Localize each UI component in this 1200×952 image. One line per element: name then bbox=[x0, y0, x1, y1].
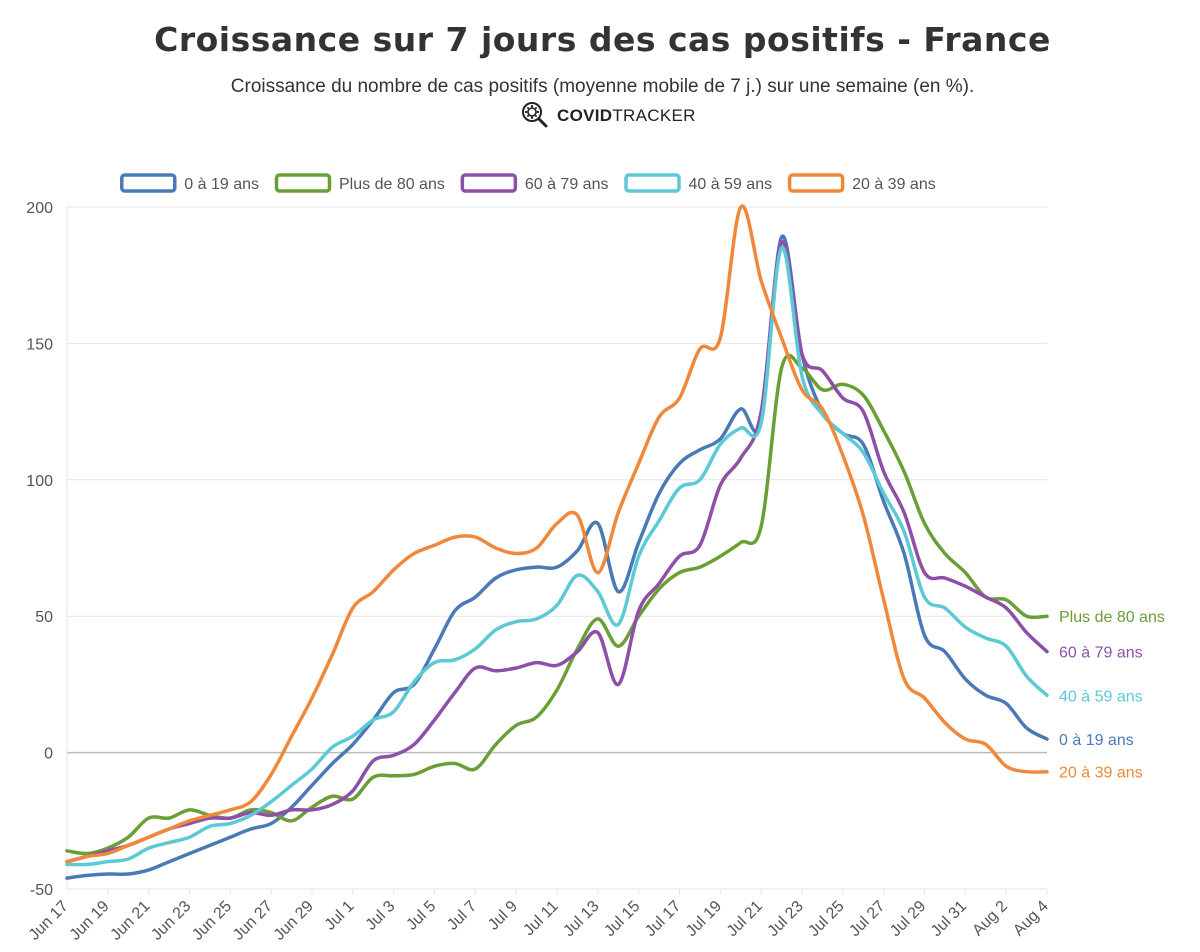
virus-magnifier-icon bbox=[519, 99, 549, 134]
x-tick-label: Jun 23 bbox=[148, 898, 194, 944]
legend-label-60-a-79-ans: 60 à 79 ans bbox=[525, 176, 609, 193]
x-tick-label: Jul 17 bbox=[642, 898, 684, 940]
series-line-20-a-39-ans bbox=[65, 204, 1049, 864]
y-tick-label: 150 bbox=[26, 336, 53, 353]
chart-subtitle: Croissance du nombre de cas positifs (mo… bbox=[230, 76, 975, 97]
brand-name-bold: COVID bbox=[557, 106, 613, 125]
end-label-60-a-79-ans: 60 à 79 ans bbox=[1059, 645, 1143, 662]
x-tick-label: Jul 25 bbox=[805, 898, 847, 940]
y-tick-label: 50 bbox=[35, 609, 53, 626]
brand-name: COVIDTRACKER bbox=[557, 106, 696, 126]
x-tick-label: Jul 3 bbox=[363, 898, 399, 934]
series-line-0-a-19-ans bbox=[65, 234, 1049, 880]
x-tick-label: Jun 17 bbox=[26, 898, 72, 944]
brand-logo: COVIDTRACKER bbox=[519, 101, 696, 130]
x-tick-label: Jun 21 bbox=[108, 898, 154, 944]
x-tick-label: Jun 29 bbox=[271, 898, 317, 944]
legend-swatch-20-a-39-ans bbox=[787, 173, 845, 193]
x-tick-label: Jul 21 bbox=[724, 898, 766, 940]
legend-swatch-0-a-19-ans bbox=[120, 173, 177, 193]
x-tick-label: Jul 15 bbox=[601, 898, 643, 940]
x-tick-label: Jul 13 bbox=[560, 898, 602, 940]
brand-name-rest: TRACKER bbox=[612, 106, 696, 125]
series-line-60-a-79-ans bbox=[65, 240, 1049, 864]
legend-label-20-a-39-ans: 20 à 39 ans bbox=[852, 176, 936, 193]
x-tick-label: Jul 31 bbox=[928, 898, 970, 940]
end-label-40-a-59-ans: 40 à 59 ans bbox=[1059, 688, 1143, 705]
y-tick-label: -50 bbox=[30, 882, 53, 899]
y-tick-label: 200 bbox=[26, 200, 53, 217]
x-tick-label: Jul 29 bbox=[887, 898, 929, 940]
x-tick-label: Jul 5 bbox=[403, 898, 439, 934]
legend-label-plus-de-80-ans: Plus de 80 ans bbox=[339, 176, 445, 193]
x-tick-label: Jul 27 bbox=[846, 898, 888, 940]
legend-label-0-a-19-ans: 0 à 19 ans bbox=[184, 176, 259, 193]
x-tick-label: Jul 7 bbox=[444, 898, 480, 934]
series-line-40-a-59-ans bbox=[65, 246, 1049, 867]
legend-label-40-a-59-ans: 40 à 59 ans bbox=[688, 176, 772, 193]
x-tick-label: Jun 19 bbox=[67, 898, 113, 944]
end-label-0-a-19-ans: 0 à 19 ans bbox=[1059, 732, 1134, 749]
end-label-20-a-39-ans: 20 à 39 ans bbox=[1059, 765, 1143, 782]
x-tick-label: Jul 9 bbox=[485, 898, 521, 934]
x-tick-label: Jun 27 bbox=[230, 898, 276, 944]
legend-swatch-plus-de-80-ans bbox=[274, 173, 332, 193]
end-label-plus-de-80-ans: Plus de 80 ans bbox=[1059, 609, 1165, 626]
y-tick-label: 0 bbox=[44, 746, 53, 763]
x-tick-label: Jul 23 bbox=[765, 898, 807, 940]
x-tick-label: Aug 2 bbox=[969, 898, 1011, 940]
y-tick-label: 100 bbox=[26, 473, 53, 490]
x-tick-label: Jul 1 bbox=[322, 898, 358, 934]
x-tick-label: Jul 19 bbox=[683, 898, 725, 940]
x-tick-label: Jul 11 bbox=[520, 898, 561, 939]
x-tick-label: Aug 4 bbox=[1010, 898, 1052, 940]
legend-swatch-40-a-59-ans bbox=[624, 173, 681, 193]
x-tick-label: Jun 25 bbox=[189, 898, 235, 944]
chart-title: Croissance sur 7 jours des cas positifs … bbox=[154, 20, 1051, 59]
legend-swatch-60-a-79-ans bbox=[460, 173, 518, 193]
